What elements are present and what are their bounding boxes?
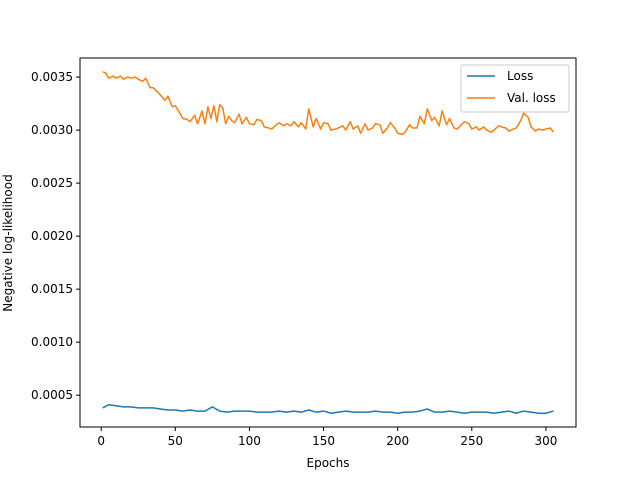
plot-frame (79, 57, 577, 428)
legend: Loss Val. loss (460, 64, 570, 113)
y-tick-label: 0.0025 (31, 176, 73, 190)
legend-label: Loss (507, 69, 533, 83)
x-tick-label: 250 (460, 434, 483, 448)
series-layer (102, 71, 554, 414)
y-tick-label: 0.0010 (31, 335, 73, 349)
y-tick-label: 0.0035 (31, 70, 73, 84)
x-tick-label: 100 (238, 434, 261, 448)
x-tick-label: 200 (386, 434, 409, 448)
y-tick-label: 0.0005 (31, 388, 73, 402)
x-tick-label: 150 (312, 434, 335, 448)
y-tick-label: 0.0015 (31, 282, 73, 296)
y-tick-label: 0.0030 (31, 123, 73, 137)
y-tick-label: 0.0020 (31, 229, 73, 243)
x-tick-label: 50 (168, 434, 183, 448)
legend-label: Val. loss (507, 91, 556, 105)
series-line-val-loss (102, 71, 554, 136)
series-line-loss (102, 403, 554, 414)
x-tick-label: 0 (97, 434, 105, 448)
x-axis-title: Epochs (307, 456, 350, 470)
y-axis-title: Negative log-likelihood (1, 174, 15, 311)
x-axis: 0 50 100 150 200 250 300 (97, 427, 557, 448)
x-tick-label: 300 (534, 434, 557, 448)
y-axis: 0.0005 0.0010 0.0015 0.0020 0.0025 0.0030 0.00… (31, 70, 80, 402)
